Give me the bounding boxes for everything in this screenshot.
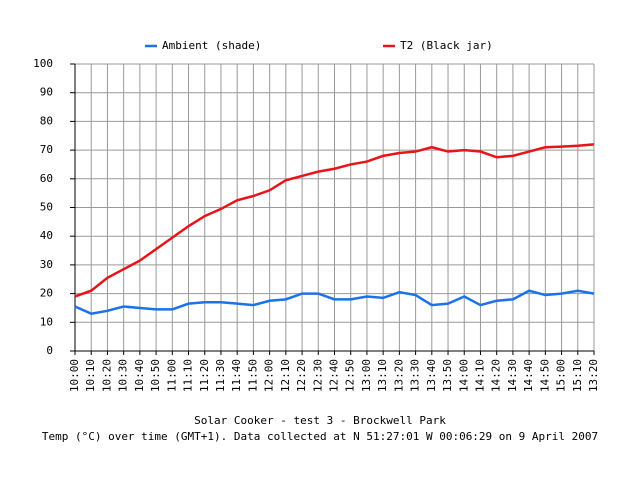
line-series: [74, 289, 595, 315]
x-tick-label: 10:10: [84, 359, 97, 392]
y-tick-label: 30: [40, 258, 53, 271]
x-tick-label: 14:30: [506, 359, 519, 392]
x-tick-label: 14:40: [522, 359, 535, 392]
chart-title: Solar Cooker - test 3 - Brockwell Park: [194, 414, 446, 427]
x-tick-label: 12:20: [295, 359, 308, 392]
x-tick-label: 13:50: [441, 359, 454, 392]
y-tick-label: 100: [33, 57, 53, 70]
y-tick-label: 70: [40, 143, 53, 156]
x-tick-label: 14:10: [473, 359, 486, 392]
x-tick-label: 11:40: [230, 359, 243, 392]
x-tick-label: 11:10: [182, 359, 195, 392]
y-tick-label: 10: [40, 315, 53, 328]
x-tick-label: 10:40: [133, 359, 146, 392]
x-tick-label: 13:20: [392, 359, 405, 392]
x-tick-label: 14:00: [457, 359, 470, 392]
legend-label: Ambient (shade): [162, 39, 261, 52]
y-tick-label: 40: [40, 229, 53, 242]
x-tick-label: 11:00: [165, 359, 178, 392]
x-tick-label: 11:50: [246, 359, 259, 392]
y-tick-label: 20: [40, 287, 53, 300]
legend-label: T2 (Black jar): [400, 39, 493, 52]
x-tick-label: 13:10: [376, 359, 389, 392]
x-tick-label: 13:00: [360, 359, 373, 392]
y-tick-label: 60: [40, 172, 53, 185]
x-tick-label: 10:00: [68, 359, 81, 392]
x-tick-label: 11:30: [214, 359, 227, 392]
x-tick-label: 12:10: [279, 359, 292, 392]
x-tick-label: 12:40: [328, 359, 341, 392]
y-tick-label: 50: [40, 201, 53, 214]
x-tick-label: 10:20: [100, 359, 113, 392]
x-tick-label: 13:20: [587, 359, 600, 392]
x-tick-label: 15:10: [571, 359, 584, 392]
line-series: [74, 143, 595, 298]
x-tick-label: 14:20: [490, 359, 503, 392]
x-tick-label: 12:30: [311, 359, 324, 392]
x-tick-label: 10:30: [117, 359, 130, 392]
x-tick-label: 11:20: [198, 359, 211, 392]
y-tick-label: 80: [40, 114, 53, 127]
x-tick-label: 13:30: [409, 359, 422, 392]
x-tick-label: 15:00: [555, 359, 568, 392]
x-tick-label: 12:00: [263, 359, 276, 392]
x-tick-label: 12:50: [344, 359, 357, 392]
y-tick-label: 90: [40, 86, 53, 99]
x-tick-label: 10:50: [149, 359, 162, 392]
x-tick-label: 13:40: [425, 359, 438, 392]
x-tick-label: 14:50: [538, 359, 551, 392]
chart-subtitle: Temp (°C) over time (GMT+1). Data collec…: [42, 430, 598, 443]
y-tick-label: 0: [46, 344, 53, 357]
